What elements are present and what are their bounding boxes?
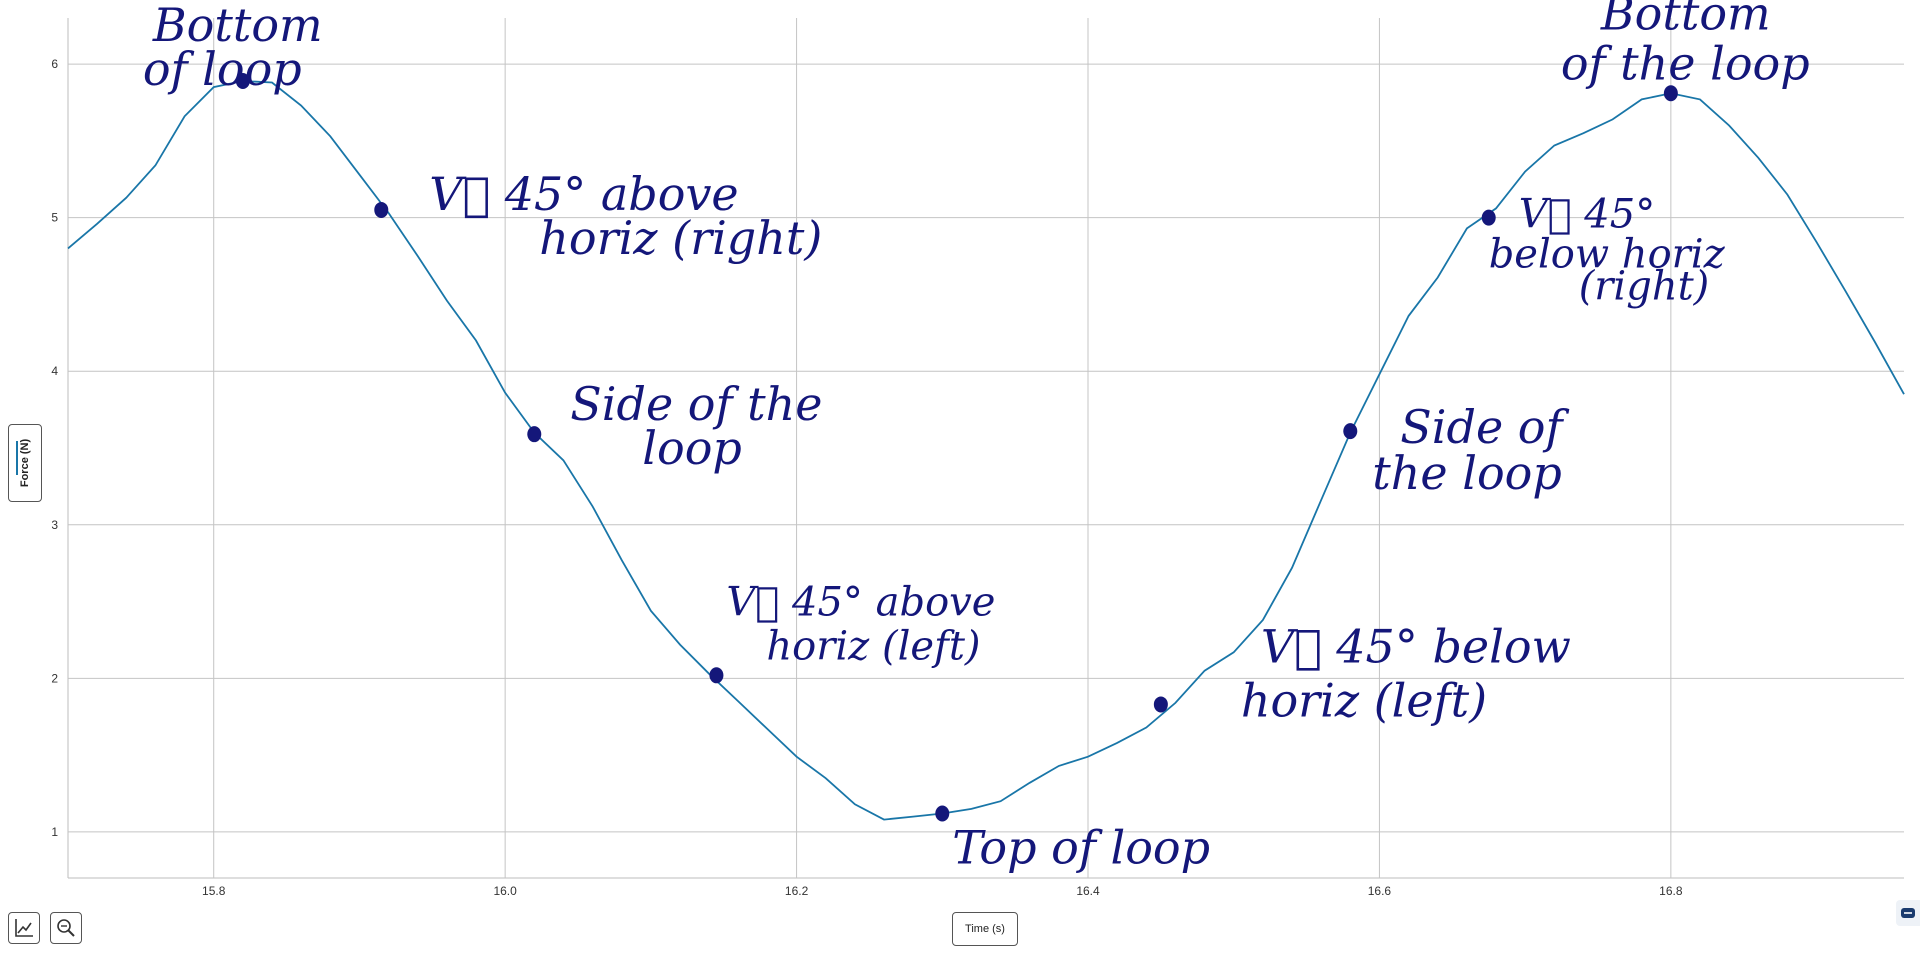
annotation-text: Bottom <box>152 0 323 52</box>
annotation-point <box>709 667 724 684</box>
annotation-text: below horiz <box>1489 232 1726 278</box>
series <box>67 80 1905 821</box>
annotation-point <box>1153 696 1168 713</box>
annotation-text: Top of loop <box>952 821 1210 875</box>
x-tick-label: 15.8 <box>202 884 226 898</box>
y-tick-label: 3 <box>51 518 58 532</box>
axes-icon <box>15 919 33 937</box>
y-tick-label: 1 <box>51 825 58 839</box>
annotation-text: Side of <box>1400 400 1569 454</box>
annotation-text: V⃗ 45° below <box>1261 619 1571 673</box>
y-tick-label: 5 <box>51 211 58 225</box>
annotation-point <box>1481 209 1496 226</box>
x-tick-label: 16.6 <box>1368 884 1392 898</box>
x-tick-label: 16.4 <box>1076 884 1100 898</box>
annotation-text: horiz (left) <box>766 623 980 669</box>
annotation-point <box>935 805 950 822</box>
zoom-icon <box>57 919 75 937</box>
x-axis-label: Time (s) <box>965 923 1005 935</box>
annotation-text: horiz (right) <box>539 211 822 265</box>
annotation-point <box>235 72 250 89</box>
annotation-point <box>527 426 542 443</box>
y-axis-label-button[interactable]: Force (N) <box>8 424 42 502</box>
annotation-text: loop <box>642 421 742 475</box>
annotation-points <box>235 72 1678 822</box>
annotation-text: V⃗ 45° above <box>429 167 738 221</box>
series-swatch <box>16 441 18 475</box>
annotation-point <box>1343 423 1358 440</box>
annotation-text: Bottom <box>1600 0 1771 40</box>
series-line <box>67 80 1905 821</box>
annotation-text: V⃗ 45° <box>1519 192 1656 238</box>
y-tick-label: 2 <box>51 671 58 685</box>
annotation-text: of the loop <box>1561 36 1810 90</box>
y-axis-label: Force (N) <box>19 438 31 488</box>
expand-icon <box>1901 908 1915 918</box>
annotation-text: of loop <box>143 42 302 96</box>
y-tick-label: 6 <box>51 57 58 71</box>
tick-labels: 15.8 16.0 16.2 16.4 16.6 16.8 1 2 3 4 5 6 <box>51 57 1683 898</box>
annotation-text: the loop <box>1372 446 1562 500</box>
annotation-point <box>374 201 389 218</box>
x-axis-label-button[interactable]: Time (s) <box>952 912 1018 946</box>
annotation-text: (right) <box>1579 264 1710 310</box>
grid <box>67 18 1904 879</box>
axes-tool-button[interactable] <box>8 912 40 944</box>
y-tick-label: 4 <box>51 364 58 378</box>
zoom-tool-button[interactable] <box>50 912 82 944</box>
annotation-text: Side of the <box>570 377 822 431</box>
expand-button[interactable] <box>1896 900 1920 926</box>
x-tick-label: 16.2 <box>785 884 809 898</box>
annotation-text: V⃗ 45° above <box>726 579 995 625</box>
x-tick-label: 16.8 <box>1659 884 1683 898</box>
x-tick-label: 16.0 <box>493 884 517 898</box>
annotation-point <box>1663 85 1678 102</box>
annotation-text: horiz (left) <box>1241 673 1487 727</box>
